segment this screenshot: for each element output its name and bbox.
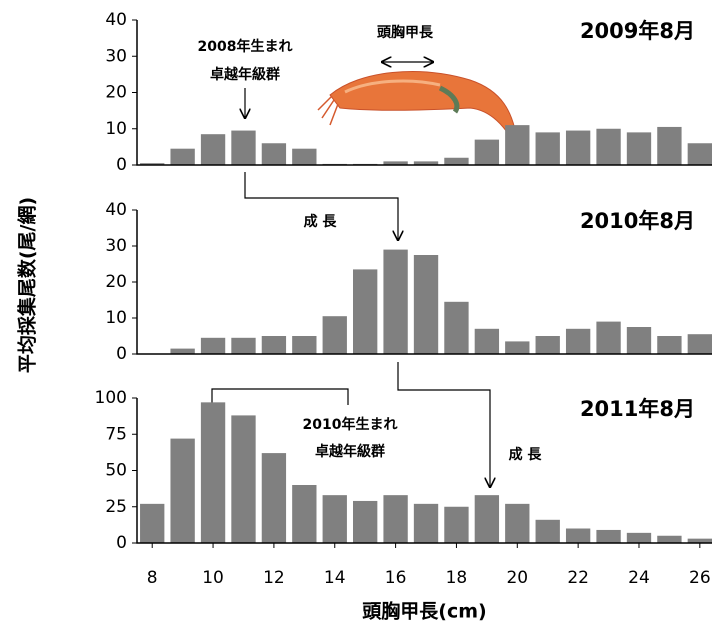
- bar: [383, 495, 408, 543]
- bar: [170, 148, 195, 165]
- bar: [261, 143, 287, 165]
- bar: [657, 126, 682, 165]
- bar: [413, 161, 439, 165]
- bar: [170, 438, 195, 543]
- panel-title: 2009年8月: [580, 19, 695, 43]
- bar: [200, 134, 226, 165]
- annotation: 卓越年級群: [210, 66, 280, 83]
- y-tick-label: 10: [105, 308, 127, 328]
- bar: [140, 163, 165, 165]
- y-tick-label: 0: [116, 533, 127, 553]
- bar: [292, 336, 317, 354]
- y-tick-label: 50: [105, 461, 127, 481]
- y-tick-label: 25: [105, 497, 127, 517]
- x-tick-label: 16: [385, 568, 407, 588]
- bar: [535, 519, 560, 543]
- bar: [261, 336, 287, 354]
- x-tick-label: 8: [147, 568, 158, 588]
- y-tick-label: 30: [105, 236, 127, 256]
- bar: [565, 130, 591, 165]
- y-tick-label: 0: [116, 344, 127, 364]
- annotation: 成 長: [304, 213, 338, 230]
- bar: [353, 269, 378, 354]
- bar: [292, 148, 317, 165]
- x-tick-label: 24: [628, 568, 650, 588]
- panel-title: 2011年8月: [580, 397, 695, 421]
- bar: [170, 348, 195, 354]
- x-tick-label: 26: [689, 568, 711, 588]
- x-tick-label: 20: [506, 568, 528, 588]
- annotation: 頭胸甲長: [377, 24, 434, 41]
- y-axis-label: 平均採集尾数(尾/網): [16, 197, 39, 373]
- bar: [505, 341, 530, 354]
- bar: [383, 249, 408, 354]
- bar: [505, 125, 530, 165]
- bar: [200, 402, 226, 543]
- x-tick-label: 18: [446, 568, 468, 588]
- bar: [474, 139, 500, 165]
- y-tick-label: 40: [105, 200, 127, 220]
- bar: [322, 495, 347, 543]
- bar: [200, 337, 226, 354]
- bar: [657, 535, 682, 543]
- x-tick-label: 10: [202, 568, 224, 588]
- x-axis-label: 頭胸甲長(cm): [362, 600, 486, 623]
- y-tick-label: 20: [105, 83, 127, 103]
- annotation: 2010年生まれ: [303, 416, 398, 433]
- bar: [444, 157, 469, 165]
- bar: [505, 503, 530, 543]
- bar: [231, 130, 256, 165]
- bar: [626, 532, 652, 543]
- bar: [413, 255, 439, 354]
- x-tick-label: 14: [324, 568, 346, 588]
- y-tick-label: 10: [105, 119, 127, 139]
- bar: [140, 503, 165, 543]
- bar: [626, 327, 652, 354]
- bar: [565, 528, 591, 543]
- bar: [474, 495, 500, 543]
- bar: [687, 143, 712, 165]
- annotation: 卓越年級群: [315, 443, 385, 460]
- annotation: 成 長: [509, 446, 543, 463]
- bar: [565, 328, 591, 354]
- y-tick-label: 75: [105, 424, 127, 444]
- bar: [322, 316, 347, 354]
- bar: [596, 529, 621, 543]
- y-tick-label: 0: [116, 155, 127, 175]
- bar: [231, 337, 256, 354]
- y-tick-label: 30: [105, 46, 127, 66]
- y-tick-label: 40: [105, 10, 127, 30]
- bar: [535, 132, 560, 165]
- y-tick-label: 100: [95, 388, 127, 408]
- bar: [413, 503, 439, 543]
- bar: [596, 128, 621, 165]
- bar: [657, 336, 682, 354]
- bar: [596, 321, 621, 354]
- bar: [292, 485, 317, 543]
- x-tick-label: 22: [567, 568, 589, 588]
- y-tick-label: 20: [105, 272, 127, 292]
- bar: [535, 336, 560, 354]
- bar: [626, 132, 652, 165]
- shrimp-image: [317, 71, 519, 151]
- bar: [383, 161, 408, 165]
- x-tick-label: 12: [263, 568, 285, 588]
- bar: [261, 453, 287, 543]
- annotation: 2008年生まれ: [198, 38, 293, 55]
- bar: [687, 334, 712, 354]
- panel-title: 2010年8月: [580, 209, 695, 233]
- bar: [474, 328, 500, 354]
- bar: [444, 506, 469, 543]
- bar: [444, 301, 469, 354]
- bar: [353, 500, 378, 543]
- bar: [687, 538, 712, 543]
- bar: [231, 415, 256, 543]
